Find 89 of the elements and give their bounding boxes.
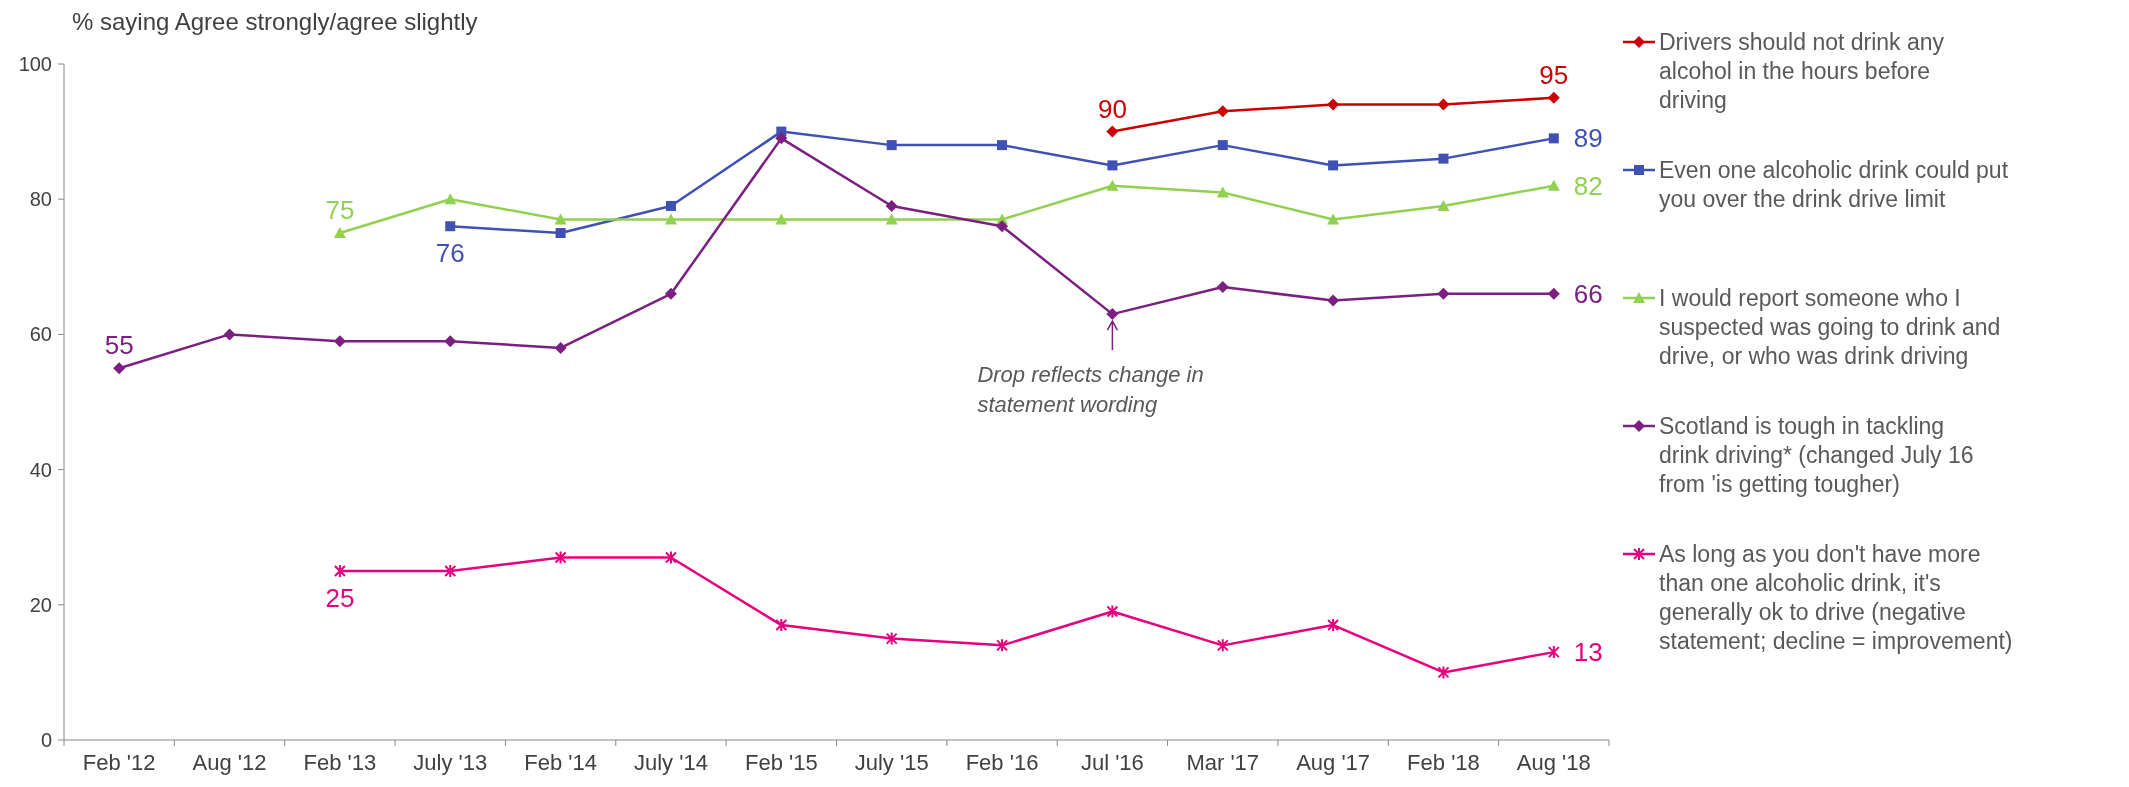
- data-label: 76: [435, 238, 465, 269]
- point: [1547, 287, 1560, 300]
- point: [1327, 294, 1340, 307]
- point: [1547, 91, 1560, 104]
- x-tick-label: Feb '14: [524, 750, 597, 775]
- point: [664, 550, 677, 565]
- point: [1106, 308, 1119, 321]
- legend-label: Even one alcoholic drink could put you over the drink drive limit: [1659, 157, 2009, 212]
- point: [775, 213, 788, 225]
- data-label: 82: [1573, 170, 1603, 201]
- point: [445, 221, 456, 232]
- point: [885, 213, 898, 225]
- point: [996, 638, 1009, 653]
- y-tick-label: 0: [40, 729, 52, 751]
- point: [1327, 213, 1340, 225]
- point: [554, 341, 567, 354]
- legend-label: Scotland is tough in tackling drink driving* (changed July 16 from 'is getting tougher): [1659, 413, 1974, 497]
- x-tick-label: Aug '12: [192, 750, 267, 775]
- legend-label: I would report someone who I suspected was going to drink and drive, or who was drink driving: [1659, 285, 2001, 369]
- y-tick-label: 40: [29, 458, 52, 481]
- data-label: 89: [1573, 123, 1603, 154]
- y-tick-label: 80: [29, 188, 52, 211]
- x-tick-label: Feb '15: [744, 750, 818, 775]
- x-tick-label: Mar '17: [1186, 750, 1260, 775]
- point: [444, 193, 457, 205]
- point: [997, 140, 1008, 151]
- point: [1106, 604, 1119, 619]
- x-tick-label: Aug '17: [1296, 750, 1371, 775]
- point: [1438, 153, 1449, 164]
- point: [1216, 105, 1229, 118]
- point: [885, 631, 898, 646]
- point: [1437, 199, 1450, 211]
- point: [1106, 179, 1119, 191]
- y-tick-label: 60: [29, 323, 52, 346]
- point: [1547, 179, 1560, 191]
- x-tick-label: July '13: [413, 750, 488, 775]
- point: [775, 132, 788, 145]
- data-label: 75: [325, 195, 355, 225]
- point: [333, 227, 346, 238]
- point: [1437, 287, 1450, 300]
- legend-label: As long as you don't have more than one alcoholic drink, it's generally ok to drive (negative statement; decline = improvement): [1659, 541, 2013, 654]
- point: [554, 550, 567, 565]
- point: [1107, 160, 1118, 171]
- data-label: 13: [1573, 637, 1603, 668]
- point: [775, 618, 788, 633]
- x-tick-label: July '15: [854, 750, 929, 775]
- data-label: 95: [1539, 59, 1569, 90]
- data-label: 66: [1573, 278, 1603, 309]
- x-tick-label: Feb '16: [965, 750, 1039, 775]
- point: [996, 220, 1009, 233]
- annotation: Drop reflects change in statement wording: [977, 362, 1204, 418]
- point: [1106, 125, 1119, 138]
- y-axis-title: % saying Agree strongly/agree slightly: [72, 8, 478, 35]
- x-tick-label: Feb '18: [1407, 750, 1480, 775]
- point: [1216, 281, 1229, 294]
- point: [1437, 98, 1450, 111]
- x-tick-label: July '14: [634, 750, 708, 775]
- point: [333, 564, 346, 578]
- point: [1217, 140, 1228, 151]
- point: [664, 287, 677, 300]
- data-label: 90: [1097, 93, 1127, 124]
- point: [665, 200, 676, 211]
- point: [1327, 98, 1340, 111]
- point: [555, 228, 566, 238]
- legend-label: Drivers should not drink any alcohol in the hours before driving: [1659, 29, 1945, 113]
- point: [1216, 638, 1229, 653]
- x-tick-label: Aug '18: [1516, 750, 1591, 775]
- point: [444, 564, 457, 578]
- x-tick-label: Jul '16: [1080, 750, 1144, 775]
- point: [554, 213, 567, 225]
- x-tick-label: Feb '13: [303, 750, 377, 775]
- x-tick-label: Feb '12: [82, 750, 156, 775]
- point: [664, 213, 677, 225]
- point: [223, 328, 236, 341]
- point: [1547, 645, 1560, 660]
- point: [885, 199, 898, 212]
- point: [444, 335, 457, 348]
- point: [1548, 133, 1559, 144]
- point: [333, 335, 346, 348]
- point: [886, 140, 897, 151]
- point: [1328, 160, 1339, 171]
- point: [1327, 618, 1340, 633]
- y-tick-label: 100: [18, 53, 52, 75]
- point: [113, 362, 126, 375]
- y-tick-label: 20: [29, 593, 52, 616]
- point: [1437, 665, 1450, 680]
- data-label: 25: [325, 583, 355, 613]
- point: [1216, 186, 1229, 198]
- data-label: 55: [104, 330, 134, 361]
